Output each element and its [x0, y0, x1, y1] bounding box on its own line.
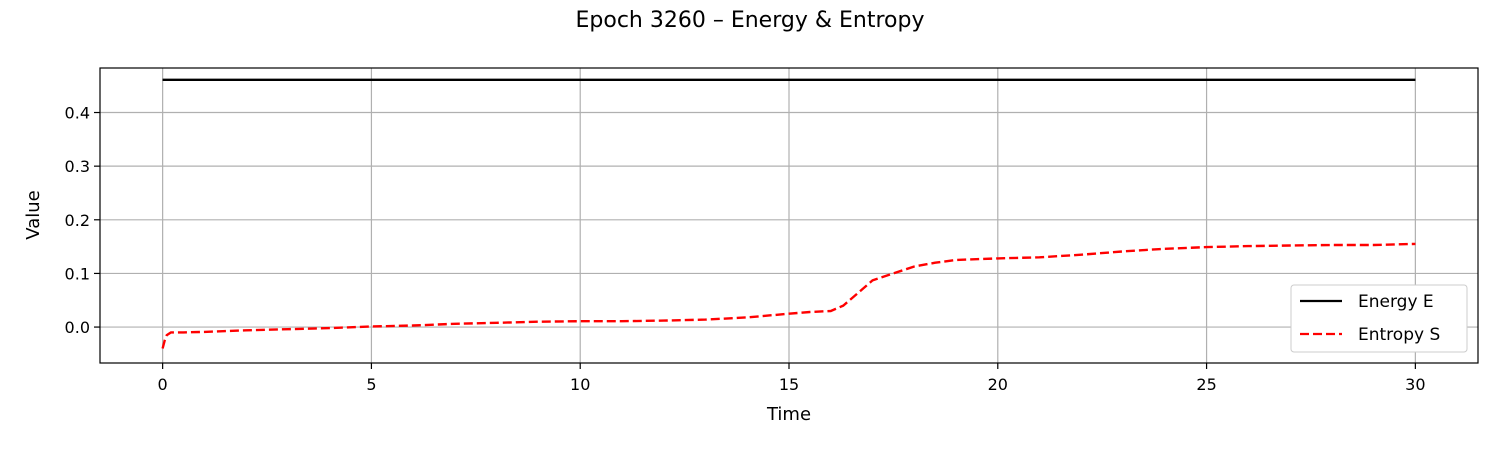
y-tick-label: 0.0 — [65, 318, 90, 337]
y-tick-label: 0.4 — [65, 104, 90, 123]
x-tick-label: 30 — [1405, 375, 1425, 394]
legend: Energy E Entropy S — [1290, 284, 1468, 353]
x-tick-label: 20 — [988, 375, 1008, 394]
y-axis-label: Value — [23, 190, 44, 239]
y-tick-label: 0.3 — [65, 157, 90, 176]
x-tick-label: 0 — [158, 375, 168, 394]
legend-label-entropy: Entropy S — [1358, 325, 1440, 345]
x-tick-label: 10 — [570, 375, 590, 394]
legend-label-energy: Energy E — [1358, 292, 1434, 312]
x-tick-label: 5 — [366, 375, 376, 394]
chart-title: Epoch 3260 – Energy & Entropy — [576, 8, 925, 33]
grid-lines — [100, 68, 1478, 363]
x-axis-label: Time — [766, 404, 811, 425]
series-layer — [161, 78, 1416, 349]
y-tick-label: 0.2 — [65, 211, 90, 230]
y-tick-label: 0.1 — [65, 264, 90, 283]
axis-ticks: 0 5 10 15 20 25 30 0.0 0.1 0.2 0.3 0.4 — [65, 104, 1426, 394]
series-line-entropy — [161, 242, 1416, 349]
x-tick-label: 15 — [779, 375, 799, 394]
x-tick-label: 25 — [1196, 375, 1216, 394]
